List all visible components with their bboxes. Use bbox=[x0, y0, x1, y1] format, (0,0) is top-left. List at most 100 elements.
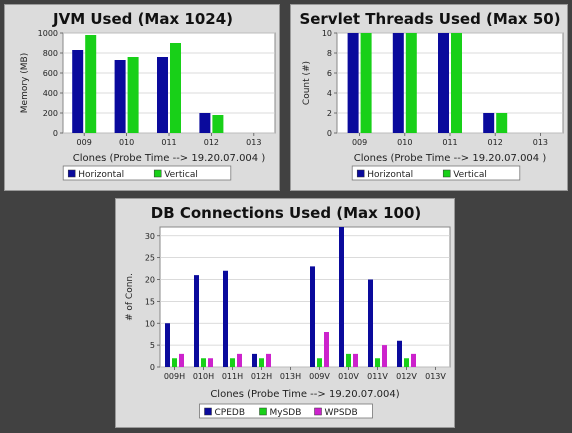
bar-wpsdb-010H bbox=[208, 358, 213, 367]
y-tick-label: 10 bbox=[145, 319, 155, 328]
y-tick-label: 25 bbox=[145, 254, 155, 263]
bar-horizontal-012 bbox=[199, 113, 211, 133]
bar-vertical-012 bbox=[496, 113, 508, 133]
y-tick-label: 800 bbox=[43, 49, 58, 58]
y-tick-label: 0 bbox=[327, 129, 332, 138]
x-axis-label: Clones (Probe Time --> 19.20.07.004) bbox=[210, 389, 399, 400]
plot-area bbox=[159, 226, 451, 368]
db-connections-chart-panel: DB Connections Used (Max 100) 0 5 10 15 20 25 3… bbox=[115, 198, 455, 428]
legend-box bbox=[62, 165, 232, 181]
plot-area bbox=[336, 32, 564, 134]
y-tick-label: 200 bbox=[43, 109, 58, 118]
bar-wpsdb-011V bbox=[382, 345, 387, 367]
legend: Horizontal Vertical bbox=[62, 165, 232, 181]
legend-label-wpsdb: WPSDB bbox=[325, 408, 358, 418]
bar-cpedb-012V bbox=[397, 340, 402, 367]
servlet-threads-chart-panel: Servlet Threads Used (Max 50) 0 2 4 6 8 10 Coun… bbox=[290, 4, 568, 191]
bar-cpedb-010H bbox=[194, 275, 199, 367]
bar-vertical-012 bbox=[212, 115, 224, 133]
bar-mysdb-012V bbox=[404, 358, 409, 367]
legend-label-vertical: Vertical bbox=[164, 170, 198, 180]
y-tick-label: 5 bbox=[150, 341, 155, 350]
y-tick-label: 6 bbox=[327, 69, 332, 78]
y-axis-label: Count (#) bbox=[302, 61, 312, 105]
x-tick-label: 009V bbox=[309, 372, 330, 381]
y-axis-label: Memory (MB) bbox=[20, 53, 30, 113]
legend-swatch-horizontal bbox=[67, 169, 76, 178]
servlet-threads-chart: Servlet Threads Used (Max 50) 0 2 4 6 8 10 Coun… bbox=[299, 10, 564, 181]
y-tick-label: 0 bbox=[150, 363, 155, 372]
x-tick-label: 011 bbox=[442, 138, 457, 147]
bar-horizontal-009 bbox=[347, 33, 359, 133]
db-connections-chart: DB Connections Used (Max 100) 0 5 10 15 20 25 3… bbox=[125, 204, 451, 419]
x-tick-label: 013 bbox=[533, 138, 548, 147]
legend-label-cpedb: CPEDB bbox=[215, 408, 246, 418]
y-tick-label: 400 bbox=[43, 89, 58, 98]
x-tick-label: 011V bbox=[367, 372, 388, 381]
bar-horizontal-012 bbox=[483, 113, 495, 133]
bar-mysdb-009V bbox=[317, 358, 322, 367]
chart-title: Servlet Threads Used (Max 50) bbox=[299, 10, 560, 28]
x-tick-label: 012H bbox=[251, 372, 272, 381]
bar-mysdb-012H bbox=[259, 358, 264, 367]
bar-cpedb-009H bbox=[165, 323, 170, 367]
y-tick-label: 1000 bbox=[38, 29, 58, 38]
jvm-used-chart: JVM Used (Max 1024) 0 200 400 600 800 1000 Memo… bbox=[20, 10, 276, 181]
legend-box bbox=[199, 403, 373, 419]
legend-swatch-vertical bbox=[442, 169, 451, 178]
bar-vertical-009 bbox=[360, 33, 372, 133]
y-axis-label: # of Conn. bbox=[125, 273, 135, 321]
bar-vertical-009 bbox=[85, 35, 97, 133]
legend-swatch-vertical bbox=[153, 169, 162, 178]
bar-mysdb-010V bbox=[346, 353, 351, 367]
bar-vertical-010 bbox=[405, 33, 417, 133]
bar-wpsdb-012H bbox=[266, 353, 271, 367]
x-tick-label: 012V bbox=[396, 372, 417, 381]
x-tick-label: 010V bbox=[338, 372, 359, 381]
bar-wpsdb-009V bbox=[324, 332, 329, 367]
legend: Horizontal Vertical bbox=[351, 165, 521, 181]
y-tick-label: 0 bbox=[53, 129, 58, 138]
bar-cpedb-011V bbox=[368, 279, 373, 367]
bar-vertical-011 bbox=[170, 43, 181, 133]
bar-mysdb-010H bbox=[201, 358, 206, 367]
x-tick-label: 013H bbox=[280, 372, 301, 381]
y-tick-label: 2 bbox=[327, 109, 332, 118]
legend-label-mysdb: MySDB bbox=[270, 408, 302, 418]
bar-horizontal-011 bbox=[438, 33, 449, 133]
x-tick-label: 011H bbox=[222, 372, 243, 381]
legend-swatch-wpsdb bbox=[314, 407, 322, 416]
x-tick-label: 011 bbox=[161, 138, 176, 147]
x-tick-label: 009H bbox=[164, 372, 185, 381]
x-tick-label: 009 bbox=[77, 138, 92, 147]
bar-wpsdb-010V bbox=[353, 353, 358, 367]
bar-wpsdb-012V bbox=[411, 353, 416, 367]
legend-swatch-mysdb bbox=[259, 407, 267, 416]
y-tick-label: 4 bbox=[327, 89, 332, 98]
y-tick-label: 600 bbox=[43, 69, 58, 78]
legend-box bbox=[351, 165, 521, 181]
bar-horizontal-010 bbox=[392, 33, 404, 133]
x-tick-label: 013 bbox=[246, 138, 261, 147]
y-tick-label: 20 bbox=[145, 276, 155, 285]
x-tick-label: 013V bbox=[425, 372, 446, 381]
chart-title: DB Connections Used (Max 100) bbox=[151, 204, 422, 222]
bar-wpsdb-011H bbox=[237, 353, 242, 367]
y-tick-label: 10 bbox=[322, 29, 332, 38]
x-tick-label: 012 bbox=[488, 138, 503, 147]
y-tick-label: 30 bbox=[145, 232, 155, 241]
bar-mysdb-011H bbox=[230, 358, 235, 367]
legend-label-horizontal: Horizontal bbox=[367, 170, 413, 180]
bar-cpedb-010V bbox=[339, 227, 344, 367]
x-tick-label: 012 bbox=[204, 138, 219, 147]
x-tick-label: 010 bbox=[119, 138, 134, 147]
bar-mysdb-009H bbox=[172, 358, 177, 367]
bar-horizontal-009 bbox=[72, 50, 84, 133]
bar-vertical-010 bbox=[127, 57, 139, 133]
y-tick-label: 8 bbox=[327, 49, 332, 58]
y-tick-label: 15 bbox=[145, 297, 155, 306]
plot-area bbox=[62, 32, 276, 134]
x-tick-label: 010 bbox=[397, 138, 412, 147]
bar-vertical-011 bbox=[451, 33, 462, 133]
bar-horizontal-010 bbox=[114, 60, 126, 133]
